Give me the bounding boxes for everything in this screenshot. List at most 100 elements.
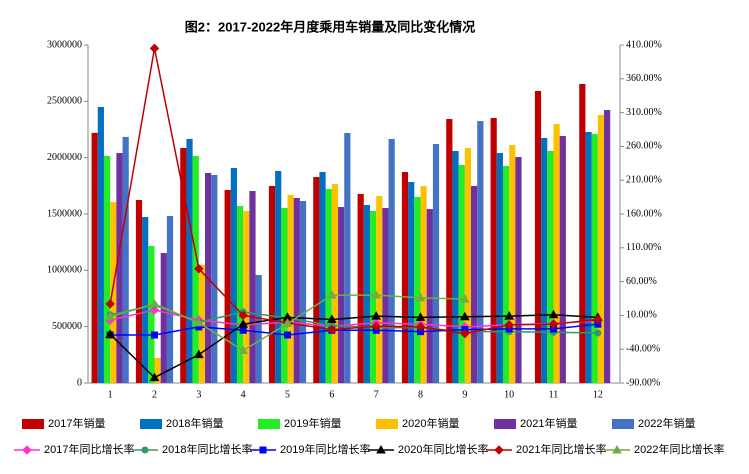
- bar: [110, 201, 117, 383]
- y2-tick-label: 60.00%: [626, 276, 657, 287]
- line-marker: [238, 310, 248, 321]
- line-marker: [284, 331, 291, 339]
- bar: [420, 185, 427, 383]
- y2-tick-label: 410.00%: [626, 39, 662, 50]
- bar: [180, 147, 187, 383]
- x-tick-label: 11: [549, 389, 559, 400]
- bar: [319, 171, 326, 383]
- bar: [446, 119, 453, 383]
- bar: [275, 170, 282, 383]
- bar: [160, 252, 167, 383]
- line-marker: [460, 328, 470, 339]
- bar: [426, 209, 433, 383]
- legend-marker: [612, 444, 622, 454]
- legend-marker: [141, 446, 149, 454]
- bar: [597, 114, 605, 383]
- bar: [458, 164, 465, 383]
- y2-tick-label: 360.00%: [626, 73, 662, 84]
- bar: [299, 201, 307, 383]
- line-marker: [415, 322, 426, 332]
- legend-label: 2021年同比增长率: [516, 442, 606, 456]
- bar: [363, 204, 370, 383]
- line-marker: [459, 294, 470, 303]
- line-marker: [371, 290, 382, 299]
- bar: [313, 177, 320, 383]
- bar: [471, 185, 478, 383]
- bar: [249, 191, 256, 383]
- bar: [376, 195, 383, 383]
- y-tick-label: 500000: [52, 321, 82, 332]
- bar: [243, 210, 250, 383]
- x-tick-label: 3: [196, 389, 201, 400]
- x-tick-label: 1: [108, 389, 113, 400]
- bar: [477, 121, 484, 384]
- line-marker: [194, 264, 204, 274]
- bar: [293, 198, 300, 383]
- line-marker: [459, 311, 470, 321]
- y2-tick-label: 310.00%: [626, 107, 662, 118]
- bar: [432, 144, 440, 383]
- bar: [414, 196, 421, 383]
- line-marker: [238, 345, 249, 355]
- bar: [116, 153, 123, 383]
- legend-label: 2019年销量: [284, 416, 341, 430]
- legend-label: 2018年销量: [166, 416, 223, 430]
- line-marker: [282, 318, 293, 328]
- bar: [553, 123, 560, 383]
- x-tick-label: 2: [152, 389, 157, 400]
- bar: [541, 137, 548, 383]
- bar: [122, 136, 129, 383]
- bar: [357, 193, 364, 383]
- bar: [287, 194, 294, 383]
- legend-swatch: [140, 419, 162, 429]
- line-marker: [105, 329, 116, 338]
- line-marker: [415, 292, 426, 302]
- legend-label: 2017年同比增长率: [44, 442, 134, 456]
- x-tick-label: 6: [329, 389, 334, 400]
- legend-marker: [376, 444, 386, 454]
- y2-tick-label: 110.00%: [626, 242, 661, 253]
- line-marker: [326, 314, 337, 323]
- line-marker: [504, 320, 514, 330]
- bar: [604, 110, 611, 383]
- line-marker: [326, 290, 337, 299]
- bar: [135, 200, 143, 383]
- legend-label: 2020年销量: [402, 416, 459, 430]
- bar: [591, 134, 598, 383]
- line-marker: [593, 314, 603, 325]
- line-marker: [105, 311, 116, 321]
- bar: [211, 175, 218, 383]
- y-tick-label: 1500000: [47, 208, 82, 219]
- x-tick-label: 12: [593, 389, 603, 400]
- line-marker: [415, 312, 426, 321]
- x-tick-label: 9: [462, 389, 467, 400]
- y2-tick-label: 260.00%: [626, 141, 662, 152]
- bar: [547, 151, 554, 383]
- legend-label: 2020年同比增长率: [398, 442, 488, 456]
- line-marker: [594, 329, 602, 337]
- legend-marker: [494, 445, 504, 455]
- line-marker: [504, 311, 515, 320]
- legend-swatch: [376, 419, 398, 429]
- legend-swatch: [22, 419, 44, 429]
- bar: [401, 171, 409, 383]
- bar: [585, 131, 592, 383]
- y-tick-label: 3000000: [47, 39, 82, 50]
- bar: [97, 106, 104, 383]
- y-tick-label: 2500000: [47, 96, 82, 107]
- line-marker: [149, 298, 160, 308]
- line-marker: [105, 299, 115, 309]
- bar: [268, 185, 276, 383]
- bar: [534, 90, 542, 383]
- bar: [515, 156, 522, 383]
- legend-label: 2022年同比增长率: [634, 442, 724, 456]
- y2-tick-label: -90.00%: [626, 377, 660, 388]
- y-tick-label: 1000000: [47, 265, 82, 276]
- bar: [579, 83, 586, 383]
- legend-swatch: [612, 419, 634, 429]
- line-marker: [371, 311, 382, 320]
- y2-tick-label: 10.00%: [626, 310, 657, 321]
- x-tick-label: 4: [241, 389, 246, 400]
- y2-tick-label: 210.00%: [626, 174, 662, 185]
- bar: [230, 168, 237, 383]
